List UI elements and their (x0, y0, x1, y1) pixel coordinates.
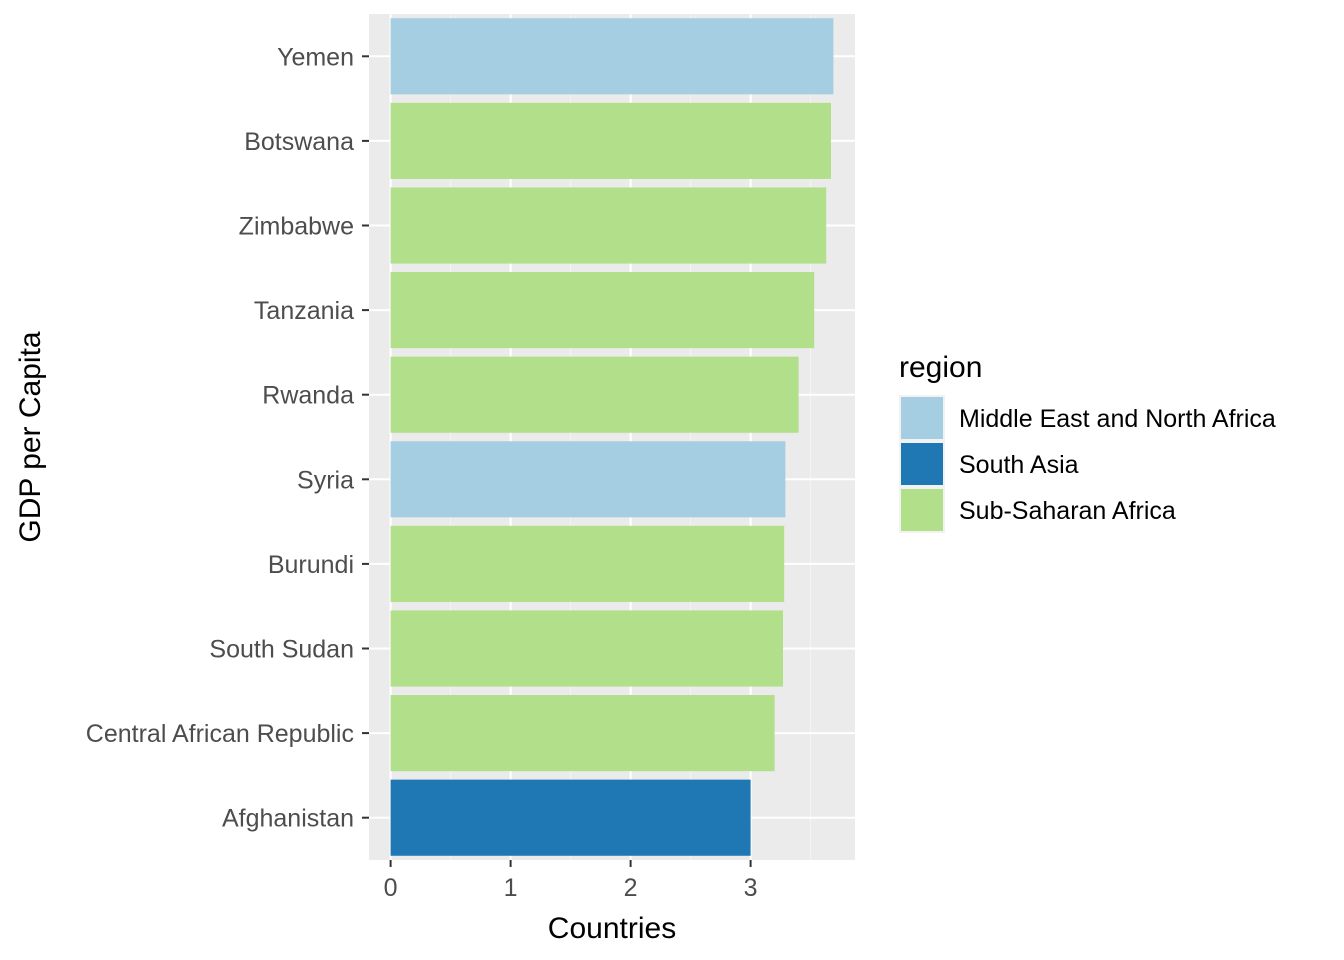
y-tick-label: Afghanistan (222, 805, 354, 833)
x-tick-label: 3 (744, 874, 758, 902)
bar-tanzania (390, 272, 815, 349)
y-tick-label: Central African Republic (86, 720, 354, 748)
y-tick-label: Tanzania (254, 297, 354, 325)
bar-afghanistan (390, 779, 751, 856)
y-tick-label: Syria (297, 466, 354, 494)
y-tick-label: Zimbabwe (239, 213, 354, 241)
legend: region Middle East and North Africa South… (899, 351, 1276, 533)
x-tick-label: 2 (624, 874, 638, 902)
legend-title: region (899, 351, 982, 384)
y-tick-label: Yemen (277, 43, 354, 71)
bar-south-sudan (390, 610, 783, 687)
y-tick-label: Botswana (244, 128, 354, 156)
bar-yemen (390, 18, 834, 95)
y-axis: Afghanistan Central African Republic South… (86, 43, 369, 833)
legend-key (899, 441, 945, 487)
y-axis-title: GDP per Capita (14, 331, 47, 543)
bar-zimbabwe (390, 187, 827, 264)
legend-key (899, 487, 945, 533)
y-tick-label: Burundi (268, 551, 354, 579)
x-tick-label: 1 (504, 874, 518, 902)
legend-label: South Asia (959, 451, 1079, 479)
bar-botswana (390, 102, 831, 179)
y-tick-label: Rwanda (262, 382, 354, 410)
bars (390, 18, 834, 856)
legend-label: Sub-Saharan Africa (959, 497, 1176, 525)
x-tick-label: 0 (384, 874, 398, 902)
legend-key (899, 395, 945, 441)
bar-syria (390, 441, 786, 518)
bar-burundi (390, 525, 785, 602)
legend-label: Middle East and North Africa (959, 405, 1276, 433)
bar-rwanda (390, 356, 799, 433)
bar-central-african-republic (390, 695, 775, 772)
x-axis-title: Countries (548, 912, 676, 945)
y-tick-label: South Sudan (209, 636, 354, 664)
x-axis: 0 1 2 3 (384, 860, 758, 902)
